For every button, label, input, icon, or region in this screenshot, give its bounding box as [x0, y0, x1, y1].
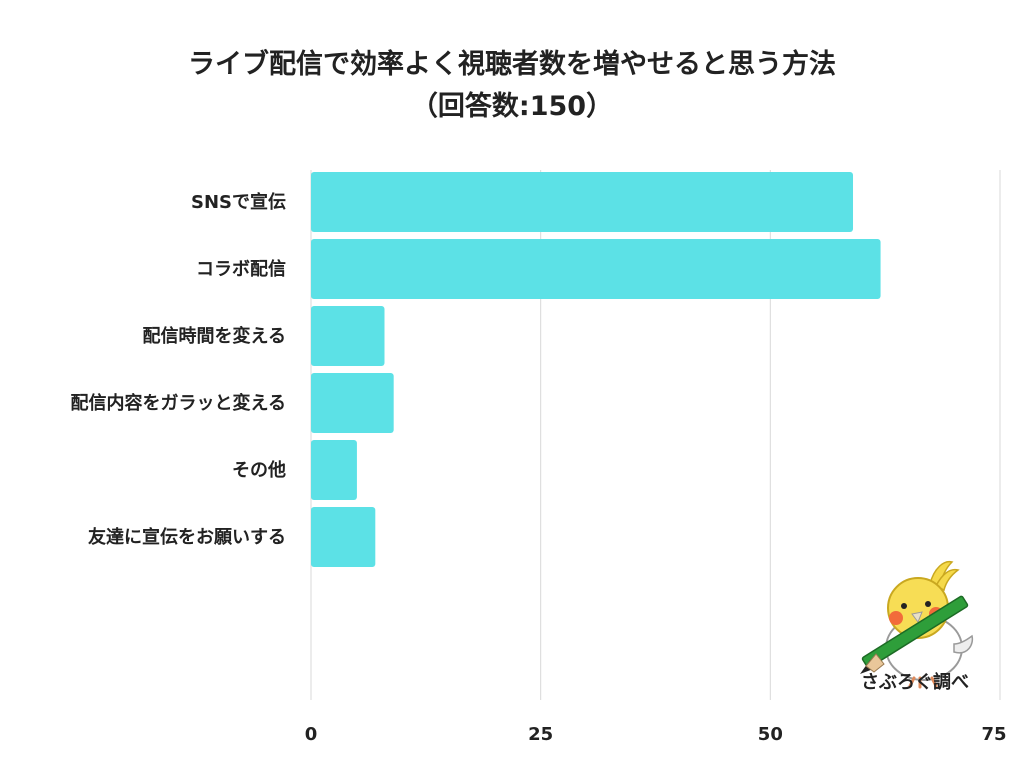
- bar: [311, 373, 394, 433]
- chart-title-line2: （回答数:150）: [410, 91, 614, 122]
- category-label: SNSで宣伝: [191, 191, 286, 213]
- category-label: 配信時間を変える: [143, 325, 286, 347]
- category-labels: SNSで宣伝コラボ配信配信時間を変える配信内容をガラッと変えるその他友達に宣伝を…: [71, 191, 286, 548]
- category-label: 配信内容をガラッと変える: [71, 392, 286, 414]
- bars: [311, 172, 881, 567]
- bar: [311, 507, 376, 567]
- chart-title-line1: ライブ配信で効率よく視聴者数を増やせると思う方法: [188, 49, 836, 80]
- x-tick-label: 75: [981, 724, 1006, 745]
- bar: [311, 239, 881, 299]
- category-label: その他: [232, 459, 286, 481]
- x-tick-label: 25: [528, 724, 553, 745]
- category-label: 友達に宣伝をお願いする: [88, 526, 286, 548]
- bar: [311, 440, 357, 500]
- x-tick-label: 0: [305, 724, 318, 745]
- chart-title: ライブ配信で効率よく視聴者数を増やせると思う方法 （回答数:150）: [0, 44, 1024, 128]
- bar: [311, 172, 854, 232]
- survey-credit: さぶろぐ調べ: [861, 672, 969, 693]
- category-label: コラボ配信: [196, 258, 286, 280]
- x-tick-label: 50: [758, 724, 783, 745]
- bar: [311, 306, 385, 366]
- bird-mascot-icon: [860, 560, 974, 689]
- x-tick-labels: 0 25 50 75: [305, 724, 1007, 745]
